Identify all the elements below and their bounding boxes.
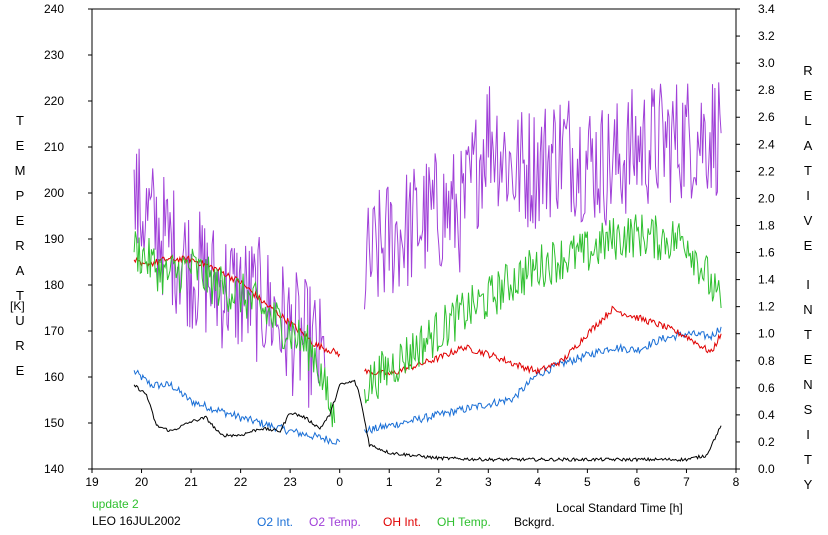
axis-title-letter: T	[804, 452, 812, 467]
series-line-1	[133, 148, 326, 408]
y-left-tick-label: 230	[44, 48, 64, 62]
station-date-label: LEO 16JUL2002	[92, 514, 181, 528]
y-right-tick-label: 0.4	[758, 408, 775, 422]
x-tick-label: 5	[584, 475, 591, 489]
axis-title-letter: L	[804, 113, 812, 128]
axis-title-letter: N	[803, 377, 813, 392]
series-line-4	[133, 379, 722, 463]
y-left-tick-label: 190	[44, 232, 64, 246]
axis-title-letter: A	[803, 138, 813, 153]
axis-title-letter: A	[15, 263, 25, 278]
x-tick-label: 0	[336, 475, 343, 489]
axis-title-letter: I	[806, 188, 810, 203]
axis-title-letter: E	[15, 213, 25, 228]
axis-title-letter: E	[803, 352, 813, 367]
axis-title-letter: R	[15, 238, 25, 253]
axis-title-letter: R	[803, 63, 813, 78]
y-right-tick-label: 2.4	[758, 137, 775, 151]
y-left-tick-label: 170	[44, 324, 64, 338]
y-right-tick-label: 2.0	[758, 191, 775, 205]
x-tick-label: 23	[283, 475, 297, 489]
x-tick-label: 1	[386, 475, 393, 489]
series-line-3	[133, 231, 336, 428]
legend-bckgrd: Bckgrd.	[514, 515, 555, 529]
y-right-tick-label: 1.0	[758, 327, 775, 341]
axis-title-letter: P	[15, 188, 25, 203]
axis-title-letter: I	[806, 427, 810, 442]
y-left-tick-label: 140	[44, 462, 64, 476]
y-right-tick-label: 1.2	[758, 300, 775, 314]
y-right-tick-label: 0.8	[758, 354, 775, 368]
axis-title-letter: T	[804, 327, 812, 342]
x-tick-label: 21	[184, 475, 198, 489]
y-right-tick-label: 1.6	[758, 246, 775, 260]
axis-title-letter: E	[15, 138, 25, 153]
x-tick-label: 3	[485, 475, 492, 489]
y-right-tick-label: 0.0	[758, 462, 775, 476]
x-tick-label: 6	[634, 475, 641, 489]
axis-title-letter: E	[803, 238, 813, 253]
axis-title-letter: E	[803, 88, 813, 103]
axis-title-letter: Y	[803, 477, 813, 492]
legend-o2-temp: O2 Temp.	[309, 515, 361, 529]
axis-title-letter: V	[803, 213, 813, 228]
axis-title-letter: U	[15, 313, 25, 328]
y-left-tick-label: 180	[44, 278, 64, 292]
series-line-3	[364, 214, 722, 404]
y-right-tick-label: 2.6	[758, 110, 775, 124]
axis-title-letter: M	[14, 163, 26, 178]
y-left-tick-label: 150	[44, 416, 64, 430]
legend-oh-temp: OH Temp.	[437, 515, 491, 529]
x-axis-title: Local Standard Time [h]	[556, 501, 683, 515]
series-line-1	[364, 82, 722, 310]
x-tick-label: 2	[435, 475, 442, 489]
y-right-tick-label: 1.4	[758, 273, 775, 287]
y-right-tick-label: 3.0	[758, 56, 775, 70]
update-label: update 2	[92, 497, 139, 511]
y-right-tick-label: 0.2	[758, 435, 775, 449]
y-right-tick-label: 2.2	[758, 164, 775, 178]
y-right-tick-label: 2.8	[758, 83, 775, 97]
legend-o2-int: O2 Int.	[257, 515, 294, 529]
series-line-0	[364, 326, 722, 434]
y-left-tick-label: 160	[44, 370, 64, 384]
axis-title-letter: T	[16, 113, 24, 128]
x-tick-label: 22	[234, 475, 248, 489]
y-left-tick-label: 220	[44, 94, 64, 108]
y-axis-left-unit: [K]	[10, 299, 25, 313]
y-left-tick-label: 210	[44, 140, 64, 154]
axis-title-letter: I	[806, 277, 810, 292]
y-left-tick-label: 240	[44, 2, 64, 16]
x-tick-label: 7	[683, 475, 690, 489]
series-line-2	[364, 305, 722, 377]
series-line-0	[133, 369, 341, 446]
x-tick-label: 8	[733, 475, 740, 489]
x-tick-label: 19	[85, 475, 99, 489]
legend-oh-int: OH Int.	[383, 515, 422, 529]
x-tick-label: 20	[135, 475, 149, 489]
axis-title-letter: N	[803, 302, 813, 317]
y-right-tick-label: 3.4	[758, 2, 775, 16]
y-right-tick-label: 1.8	[758, 218, 775, 232]
y-right-tick-label: 3.2	[758, 29, 775, 43]
axis-title-letter: E	[15, 363, 25, 378]
y-right-tick-label: 0.6	[758, 381, 775, 395]
y-left-tick-label: 200	[44, 186, 64, 200]
axis-title-letter: R	[15, 338, 25, 353]
axis-title-letter: S	[803, 402, 813, 417]
axis-title-letter	[801, 258, 815, 272]
axis-title-letter: T	[804, 163, 812, 178]
x-tick-label: 4	[535, 475, 542, 489]
axis-title-letter: T	[16, 288, 24, 303]
